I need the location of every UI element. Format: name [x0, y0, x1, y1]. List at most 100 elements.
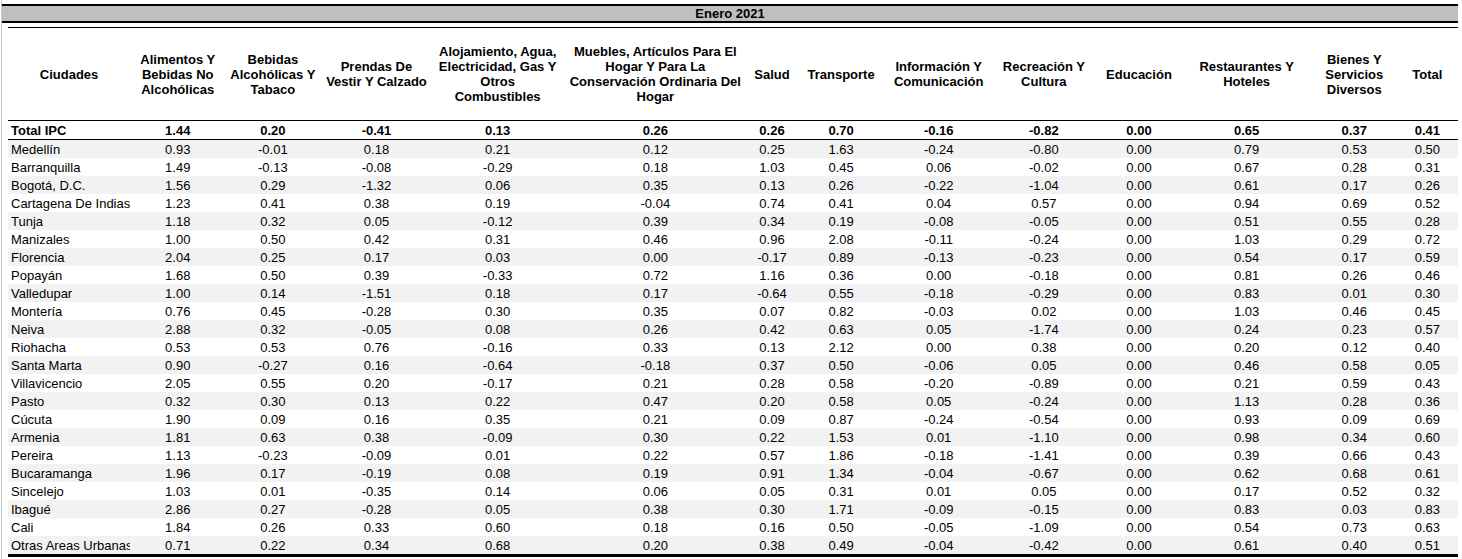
value-cell[interactable]: -0.13 — [886, 248, 991, 266]
value-cell[interactable]: 0.38 — [748, 536, 796, 556]
value-cell[interactable]: -0.35 — [320, 482, 432, 500]
value-cell[interactable]: -1.32 — [320, 176, 432, 194]
value-cell[interactable]: 0.31 — [1397, 158, 1458, 176]
value-cell[interactable]: 0.50 — [225, 230, 320, 248]
value-cell[interactable]: 0.62 — [1182, 464, 1312, 482]
value-cell[interactable]: -0.24 — [886, 410, 991, 428]
value-cell[interactable]: -0.04 — [563, 194, 748, 212]
value-cell[interactable]: -0.15 — [991, 500, 1096, 518]
value-cell[interactable]: 1.13 — [1182, 392, 1312, 410]
value-cell[interactable]: 1.03 — [130, 482, 225, 500]
value-cell[interactable]: 0.55 — [225, 374, 320, 392]
value-cell[interactable]: 2.86 — [130, 500, 225, 518]
value-cell[interactable]: 0.69 — [1397, 410, 1458, 428]
value-cell[interactable]: -0.82 — [991, 121, 1096, 140]
value-cell[interactable]: 0.13 — [748, 176, 796, 194]
value-cell[interactable]: 0.00 — [1096, 338, 1181, 356]
value-cell[interactable]: 0.32 — [225, 320, 320, 338]
value-cell[interactable]: 0.43 — [1397, 374, 1458, 392]
value-cell[interactable]: 0.19 — [563, 464, 748, 482]
value-cell[interactable]: 0.35 — [563, 176, 748, 194]
value-cell[interactable]: 0.27 — [225, 500, 320, 518]
value-cell[interactable]: 2.04 — [130, 248, 225, 266]
value-cell[interactable]: 0.17 — [1182, 482, 1312, 500]
column-header[interactable]: Ciudades — [8, 28, 130, 121]
value-cell[interactable]: -0.09 — [320, 446, 432, 464]
value-cell[interactable]: 0.05 — [1397, 356, 1458, 374]
value-cell[interactable]: 0.33 — [563, 338, 748, 356]
value-cell[interactable]: 0.26 — [225, 518, 320, 536]
value-cell[interactable]: 0.55 — [1312, 212, 1397, 230]
value-cell[interactable]: 0.72 — [1397, 230, 1458, 248]
value-cell[interactable]: 0.02 — [991, 302, 1096, 320]
row-label[interactable]: Barranquilla — [8, 158, 130, 176]
value-cell[interactable]: 0.81 — [1182, 266, 1312, 284]
value-cell[interactable]: 0.05 — [433, 500, 563, 518]
value-cell[interactable]: 0.26 — [1312, 266, 1397, 284]
value-cell[interactable]: 0.00 — [1096, 230, 1181, 248]
value-cell[interactable]: 0.90 — [130, 356, 225, 374]
value-cell[interactable]: 0.00 — [1096, 248, 1181, 266]
value-cell[interactable]: 0.25 — [225, 248, 320, 266]
value-cell[interactable]: 0.93 — [1182, 410, 1312, 428]
value-cell[interactable]: 0.72 — [563, 266, 748, 284]
value-cell[interactable]: 0.05 — [886, 320, 991, 338]
value-cell[interactable]: -0.01 — [225, 140, 320, 159]
value-cell[interactable]: 0.46 — [1312, 302, 1397, 320]
value-cell[interactable]: -0.42 — [991, 536, 1096, 556]
value-cell[interactable]: 0.19 — [433, 194, 563, 212]
value-cell[interactable]: 0.13 — [748, 338, 796, 356]
value-cell[interactable]: -0.64 — [748, 284, 796, 302]
value-cell[interactable]: 0.39 — [320, 266, 432, 284]
value-cell[interactable]: 0.09 — [748, 410, 796, 428]
value-cell[interactable]: 0.00 — [1096, 518, 1181, 536]
value-cell[interactable]: -0.18 — [886, 446, 991, 464]
value-cell[interactable]: 0.38 — [320, 428, 432, 446]
value-cell[interactable]: 0.83 — [1182, 500, 1312, 518]
value-cell[interactable]: 0.14 — [433, 482, 563, 500]
value-cell[interactable]: 0.13 — [433, 121, 563, 140]
value-cell[interactable]: -1.04 — [991, 176, 1096, 194]
value-cell[interactable]: 0.50 — [225, 266, 320, 284]
value-cell[interactable]: 0.74 — [748, 194, 796, 212]
value-cell[interactable]: 0.93 — [130, 140, 225, 159]
row-label[interactable]: Tunja — [8, 212, 130, 230]
value-cell[interactable]: 0.12 — [563, 140, 748, 159]
value-cell[interactable]: -0.67 — [991, 464, 1096, 482]
value-cell[interactable]: 0.45 — [796, 158, 886, 176]
value-cell[interactable]: 1.13 — [130, 446, 225, 464]
value-cell[interactable]: 0.08 — [433, 320, 563, 338]
value-cell[interactable]: 0.35 — [563, 302, 748, 320]
value-cell[interactable]: 1.90 — [130, 410, 225, 428]
value-cell[interactable]: 0.41 — [796, 194, 886, 212]
value-cell[interactable]: -0.08 — [320, 158, 432, 176]
value-cell[interactable]: 0.59 — [1397, 248, 1458, 266]
value-cell[interactable]: 0.37 — [1312, 121, 1397, 140]
value-cell[interactable]: 0.50 — [796, 518, 886, 536]
value-cell[interactable]: 0.03 — [1312, 500, 1397, 518]
value-cell[interactable]: 2.08 — [796, 230, 886, 248]
row-label[interactable]: Santa Marta — [8, 356, 130, 374]
value-cell[interactable]: 1.00 — [130, 230, 225, 248]
value-cell[interactable]: 0.87 — [796, 410, 886, 428]
value-cell[interactable]: 0.82 — [796, 302, 886, 320]
value-cell[interactable]: 1.16 — [748, 266, 796, 284]
value-cell[interactable]: 0.30 — [748, 500, 796, 518]
value-cell[interactable]: 1.68 — [130, 266, 225, 284]
value-cell[interactable]: -0.89 — [991, 374, 1096, 392]
value-cell[interactable]: -0.27 — [225, 356, 320, 374]
row-label[interactable]: Medellín — [8, 140, 130, 159]
value-cell[interactable]: 0.60 — [433, 518, 563, 536]
value-cell[interactable]: -0.64 — [433, 356, 563, 374]
value-cell[interactable]: 0.41 — [1397, 121, 1458, 140]
value-cell[interactable]: 0.24 — [1182, 320, 1312, 338]
row-label[interactable]: Otras Areas Urbanas — [8, 536, 130, 556]
value-cell[interactable]: -0.24 — [991, 230, 1096, 248]
column-header[interactable]: Recreación Y Cultura — [991, 28, 1096, 121]
value-cell[interactable]: 0.00 — [1096, 194, 1181, 212]
value-cell[interactable]: 0.63 — [796, 320, 886, 338]
value-cell[interactable]: -0.03 — [886, 302, 991, 320]
value-cell[interactable]: 0.00 — [1096, 121, 1181, 140]
value-cell[interactable]: 0.94 — [1182, 194, 1312, 212]
value-cell[interactable]: 0.42 — [748, 320, 796, 338]
